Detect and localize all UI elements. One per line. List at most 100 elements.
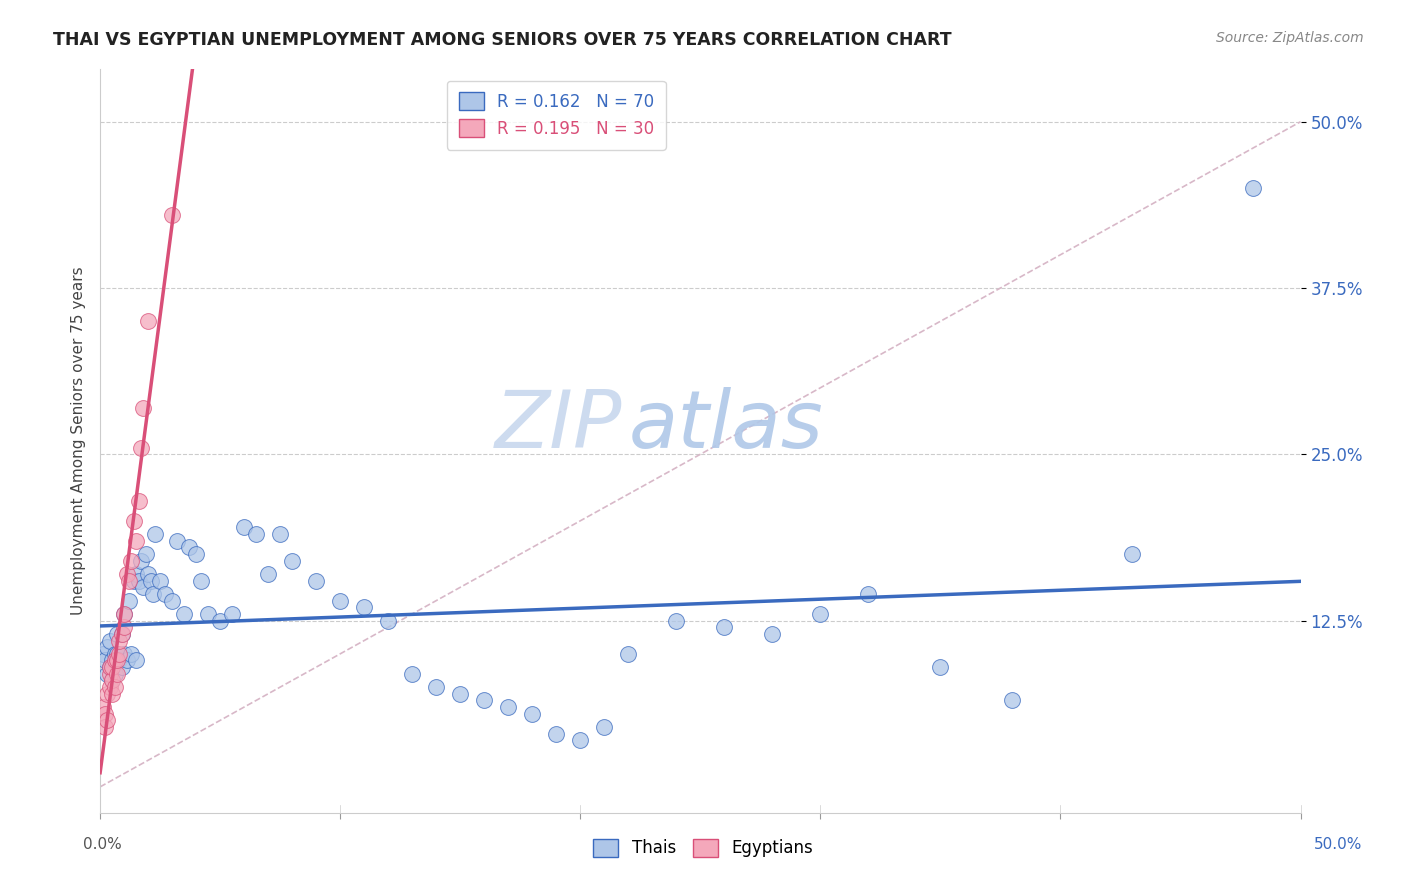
Point [105,627,128,641]
Point [257,567,280,582]
Text: atlas: atlas [628,387,823,465]
Point [143,527,166,541]
Point [617,647,640,661]
Point [122,514,145,528]
Point [281,554,304,568]
Point [149,574,172,588]
Point [472,693,495,707]
Point [91,647,114,661]
Point [153,587,176,601]
Point [98,680,121,694]
Point [1001,693,1024,707]
Point [245,527,267,541]
Point [136,314,159,328]
Point [108,647,131,661]
Text: 50.0%: 50.0% [1315,838,1362,852]
Point [96,714,118,728]
Point [132,401,155,415]
Point [125,533,148,548]
Text: 0.0%: 0.0% [83,838,122,852]
Point [209,614,232,628]
Point [665,614,688,628]
Point [118,593,141,607]
Point [111,627,134,641]
Point [546,726,568,740]
Point [135,547,157,561]
Point [115,653,138,667]
Point [98,660,121,674]
Point [190,574,212,588]
Point [94,653,117,667]
Point [112,607,135,621]
Point [91,700,114,714]
Point [166,533,188,548]
Point [101,673,124,688]
Point [98,660,121,674]
Point [160,593,183,607]
Point [129,441,152,455]
Point [128,574,150,588]
Point [929,660,952,674]
Point [105,653,128,667]
Point [593,720,616,734]
Point [101,660,124,674]
Point [101,687,124,701]
Point [103,653,125,667]
Point [111,660,134,674]
Point [128,493,150,508]
Point [111,627,134,641]
Y-axis label: Unemployment Among Seniors over 75 years: Unemployment Among Seniors over 75 years [72,267,86,615]
Point [269,527,291,541]
Point [425,680,447,694]
Point [713,620,735,634]
Point [160,208,183,222]
Point [401,666,423,681]
Point [233,520,256,534]
Point [96,687,118,701]
Point [139,574,162,588]
Point [101,673,124,688]
Point [122,574,145,588]
Point [173,607,195,621]
Text: Source: ZipAtlas.com: Source: ZipAtlas.com [1216,31,1364,45]
Point [761,627,783,641]
Point [96,640,118,655]
Point [142,587,165,601]
Point [305,574,328,588]
Point [112,620,135,634]
Point [105,666,128,681]
Point [105,647,128,661]
Point [221,607,243,621]
Point [186,547,208,561]
Text: THAI VS EGYPTIAN UNEMPLOYMENT AMONG SENIORS OVER 75 YEARS CORRELATION CHART: THAI VS EGYPTIAN UNEMPLOYMENT AMONG SENI… [53,31,952,49]
Point [96,666,118,681]
Point [120,554,142,568]
Point [98,666,121,681]
Point [449,687,471,701]
Point [177,541,200,555]
Point [108,633,131,648]
Point [522,706,544,721]
Point [353,600,375,615]
Point [94,706,117,721]
Point [496,700,519,714]
Point [858,587,880,601]
Point [129,554,152,568]
Point [132,580,155,594]
Point [125,653,148,667]
Point [808,607,831,621]
Point [103,680,125,694]
Point [94,720,117,734]
Point [101,653,124,667]
Point [103,647,125,661]
Legend: Thais, Egyptians: Thais, Egyptians [586,832,820,864]
Legend: R = 0.162   N = 70, R = 0.195   N = 30: R = 0.162 N = 70, R = 0.195 N = 30 [447,80,665,150]
Point [120,647,142,661]
Point [115,567,138,582]
Point [1121,547,1143,561]
Point [125,567,148,582]
Point [98,633,121,648]
Point [1241,181,1264,195]
Point [329,593,352,607]
Point [118,574,141,588]
